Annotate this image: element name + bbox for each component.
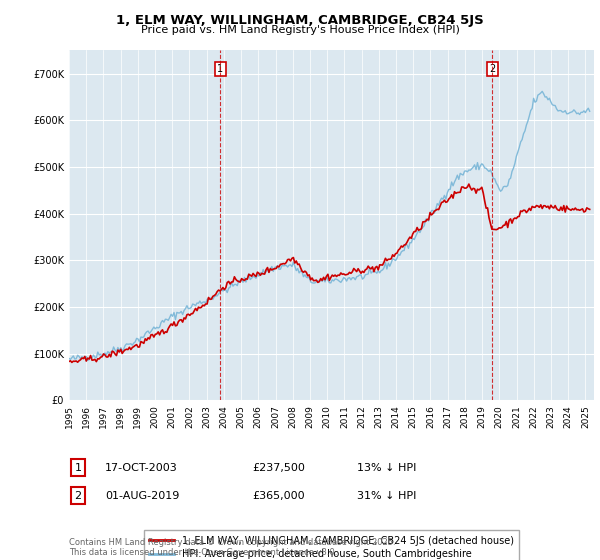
Text: 01-AUG-2019: 01-AUG-2019 bbox=[105, 491, 179, 501]
Legend: 1, ELM WAY, WILLINGHAM, CAMBRIDGE, CB24 5JS (detached house), HPI: Average price: 1, ELM WAY, WILLINGHAM, CAMBRIDGE, CB24 … bbox=[143, 530, 520, 560]
Text: 1: 1 bbox=[217, 64, 224, 74]
Text: 2: 2 bbox=[74, 491, 82, 501]
Text: 17-OCT-2003: 17-OCT-2003 bbox=[105, 463, 178, 473]
Text: £365,000: £365,000 bbox=[252, 491, 305, 501]
Text: Price paid vs. HM Land Registry's House Price Index (HPI): Price paid vs. HM Land Registry's House … bbox=[140, 25, 460, 35]
Text: £237,500: £237,500 bbox=[252, 463, 305, 473]
Text: 31% ↓ HPI: 31% ↓ HPI bbox=[357, 491, 416, 501]
Text: 1, ELM WAY, WILLINGHAM, CAMBRIDGE, CB24 5JS: 1, ELM WAY, WILLINGHAM, CAMBRIDGE, CB24 … bbox=[116, 14, 484, 27]
Text: 13% ↓ HPI: 13% ↓ HPI bbox=[357, 463, 416, 473]
Text: 1: 1 bbox=[74, 463, 82, 473]
Text: Contains HM Land Registry data © Crown copyright and database right 2025.
This d: Contains HM Land Registry data © Crown c… bbox=[69, 538, 395, 557]
Text: 2: 2 bbox=[489, 64, 495, 74]
